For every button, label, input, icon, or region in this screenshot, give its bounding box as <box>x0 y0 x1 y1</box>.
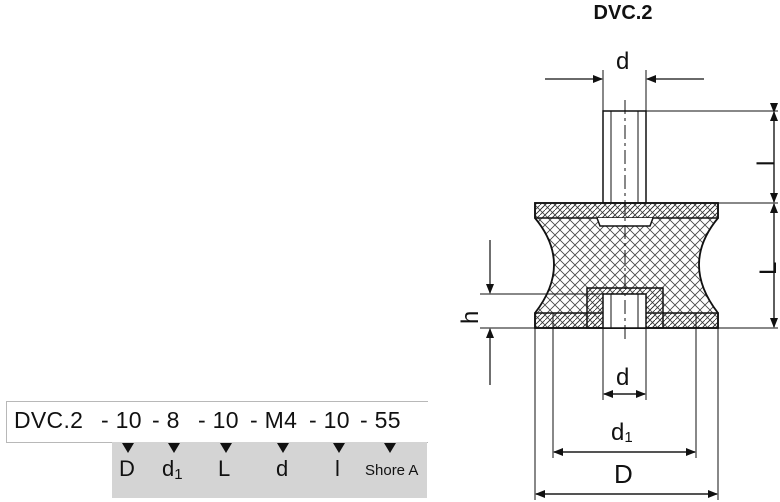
order-code-box <box>6 401 428 443</box>
legend-d: d <box>276 456 289 481</box>
threaded-insert <box>586 287 664 329</box>
legend-L: L <box>218 456 231 481</box>
top-plate <box>534 202 719 227</box>
legend-D: D <box>119 456 135 481</box>
label-d-bottom: d <box>616 364 629 391</box>
code-part-shore: - 55 <box>360 407 401 433</box>
arrow-down-icon <box>333 443 345 453</box>
legend-panel <box>112 442 427 498</box>
label-d-top: d <box>616 48 629 75</box>
arrow-down-icon <box>122 443 134 453</box>
arrow-down-icon <box>277 443 289 453</box>
product-title: DVC.2 <box>593 2 653 24</box>
code-part-L: - 10 <box>198 407 239 433</box>
arrow-down-icon <box>384 443 396 453</box>
label-h: h <box>457 311 484 324</box>
label-D: D <box>614 459 633 489</box>
legend-d1: d1 <box>162 456 183 483</box>
arrow-down-icon <box>220 443 232 453</box>
arrow-down-icon <box>168 443 180 453</box>
label-L: L <box>755 262 780 275</box>
code-part-l: - 10 <box>309 407 350 433</box>
label-d1: d1 <box>611 419 633 446</box>
code-prefix: DVC.2 <box>14 407 84 433</box>
label-l: l <box>753 161 780 166</box>
legend-l: l <box>335 456 340 481</box>
code-part-d1: - 8 <box>152 407 180 433</box>
code-part-D: - 10 <box>101 407 142 433</box>
legend-shore-a: Shore A <box>365 462 419 479</box>
code-part-d: - M4 <box>250 407 298 433</box>
